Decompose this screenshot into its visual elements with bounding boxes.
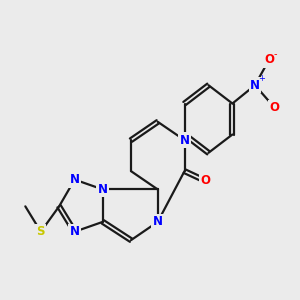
Text: N: N <box>70 225 80 238</box>
Text: O: O <box>201 175 211 188</box>
Text: -: - <box>274 49 277 58</box>
Text: +: + <box>258 74 265 83</box>
Text: O: O <box>201 175 211 188</box>
Text: N: N <box>153 215 163 228</box>
Text: O: O <box>264 53 274 66</box>
Text: N: N <box>250 79 260 92</box>
Text: O: O <box>270 101 280 114</box>
Text: S: S <box>37 225 45 238</box>
Text: O: O <box>270 101 280 114</box>
Text: N: N <box>70 173 80 186</box>
Text: N: N <box>179 134 190 147</box>
Text: O: O <box>264 53 274 66</box>
Text: N: N <box>98 183 108 196</box>
